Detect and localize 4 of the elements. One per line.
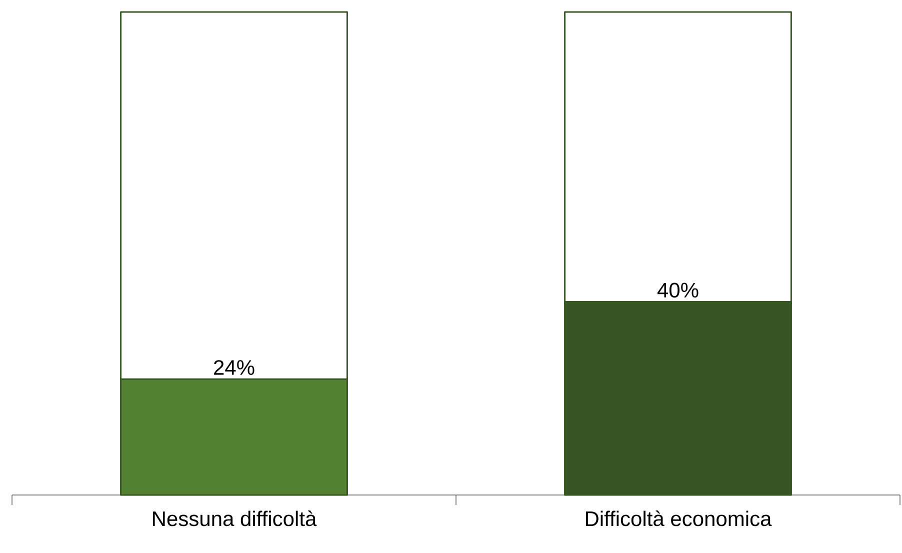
data-label: 40% [657,282,698,298]
x-tick-label: Difficoltà economica [586,510,772,526]
data-label: 24% [214,360,254,375]
x-tick-label: Nessuna difficoltà [153,510,317,526]
